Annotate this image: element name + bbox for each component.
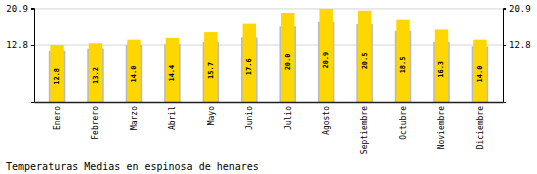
y-tick-mark bbox=[31, 9, 34, 10]
data-label: 20.0 bbox=[284, 53, 292, 70]
y2-tick: 12.8 bbox=[503, 40, 531, 50]
x-axis: Enero Febrero Marzo Abril Mayo Junio Julio Agos… bbox=[35, 102, 504, 154]
data-label: 20.5 bbox=[361, 52, 369, 69]
bar-series bbox=[50, 9, 486, 102]
title: Temperaturas Medias en espinosa de henar… bbox=[6, 161, 259, 172]
grid bbox=[34, 9, 503, 45]
data-label: 13.2 bbox=[92, 67, 100, 84]
data-label: 12.8 bbox=[53, 68, 61, 85]
y2-tick-mark bbox=[503, 45, 506, 46]
y-tick: 20.9 bbox=[6, 4, 34, 14]
x-tick-label: Enero bbox=[53, 106, 62, 130]
data-label: 18.5 bbox=[399, 56, 407, 73]
bar bbox=[166, 38, 179, 102]
x-tick-label: Julio bbox=[284, 106, 293, 130]
plot-area bbox=[49, 9, 488, 102]
x-tick: Julio bbox=[284, 102, 293, 130]
x-tick-label: Marzo bbox=[130, 106, 139, 130]
y-axis-line bbox=[31, 9, 35, 103]
x-tick-label: Diciembre bbox=[476, 106, 485, 150]
bar bbox=[319, 9, 332, 102]
y2-tick-label: 20.9 bbox=[509, 4, 531, 14]
data-label: 16.3 bbox=[437, 61, 445, 78]
x-tick: Septiembre bbox=[360, 102, 369, 154]
y2-axis: 12.8 20.9 bbox=[503, 4, 531, 102]
bar bbox=[281, 13, 294, 102]
bar bbox=[358, 11, 371, 102]
grid-line bbox=[34, 45, 503, 46]
x-tick: Febrero bbox=[91, 102, 100, 140]
x-tick: Enero bbox=[53, 102, 62, 130]
data-label: 14.0 bbox=[130, 66, 138, 83]
grid-line bbox=[34, 8, 503, 9]
x-tick-label: Agosto bbox=[322, 106, 331, 135]
y-tick-label: 20.9 bbox=[6, 4, 28, 14]
x-axis-line bbox=[35, 102, 504, 104]
x-tick-label: Abril bbox=[168, 106, 177, 130]
bar bbox=[396, 20, 409, 102]
y2-tick-label: 12.8 bbox=[509, 40, 531, 50]
x-tick: Marzo bbox=[130, 102, 139, 130]
y-tick: 12.8 bbox=[6, 40, 34, 50]
data-label: 14.0 bbox=[476, 66, 484, 83]
x-tick: Noviembre bbox=[437, 102, 446, 149]
bar bbox=[50, 45, 63, 102]
y2-tick: 20.9 bbox=[503, 4, 531, 14]
x-tick: Abril bbox=[168, 102, 177, 130]
data-label: 14.4 bbox=[168, 65, 176, 82]
x-tick-label: Septiembre bbox=[360, 106, 369, 154]
y-axis: 12.8 20.9 bbox=[6, 4, 34, 102]
bar bbox=[127, 40, 140, 102]
x-tick-label: Octubre bbox=[399, 106, 408, 140]
y2-tick-mark bbox=[503, 9, 506, 10]
x-tick: Octubre bbox=[399, 102, 408, 140]
x-tick-label: Mayo bbox=[207, 106, 216, 125]
y-tick-label: 12.8 bbox=[6, 40, 28, 50]
x-tick-label: Junio bbox=[245, 106, 254, 130]
bar bbox=[435, 29, 448, 102]
bar bbox=[204, 32, 217, 102]
y2-axis-line bbox=[504, 9, 507, 103]
x-tick: Junio bbox=[245, 102, 254, 130]
x-tick-label: Noviembre bbox=[437, 106, 446, 150]
data-labels: 12.8 13.2 14.0 14.4 15.7 17.6 20.0 20.9 20.5 18.5… bbox=[53, 52, 484, 85]
bar bbox=[243, 24, 256, 102]
data-label: 15.7 bbox=[207, 62, 215, 79]
bar bbox=[473, 40, 486, 102]
y-tick-mark bbox=[31, 45, 34, 46]
bar-series bbox=[49, 22, 488, 102]
x-tick-label: Febrero bbox=[91, 106, 100, 140]
x-tick: Diciembre bbox=[476, 102, 485, 149]
bar bbox=[89, 43, 102, 102]
data-label: 20.9 bbox=[322, 52, 330, 69]
x-tick: Agosto bbox=[322, 102, 331, 135]
x-tick: Mayo bbox=[207, 102, 216, 125]
data-label: 17.6 bbox=[245, 58, 253, 75]
chart: Enero Febrero Marzo Abril Mayo Junio Julio Agos… bbox=[0, 0, 537, 174]
